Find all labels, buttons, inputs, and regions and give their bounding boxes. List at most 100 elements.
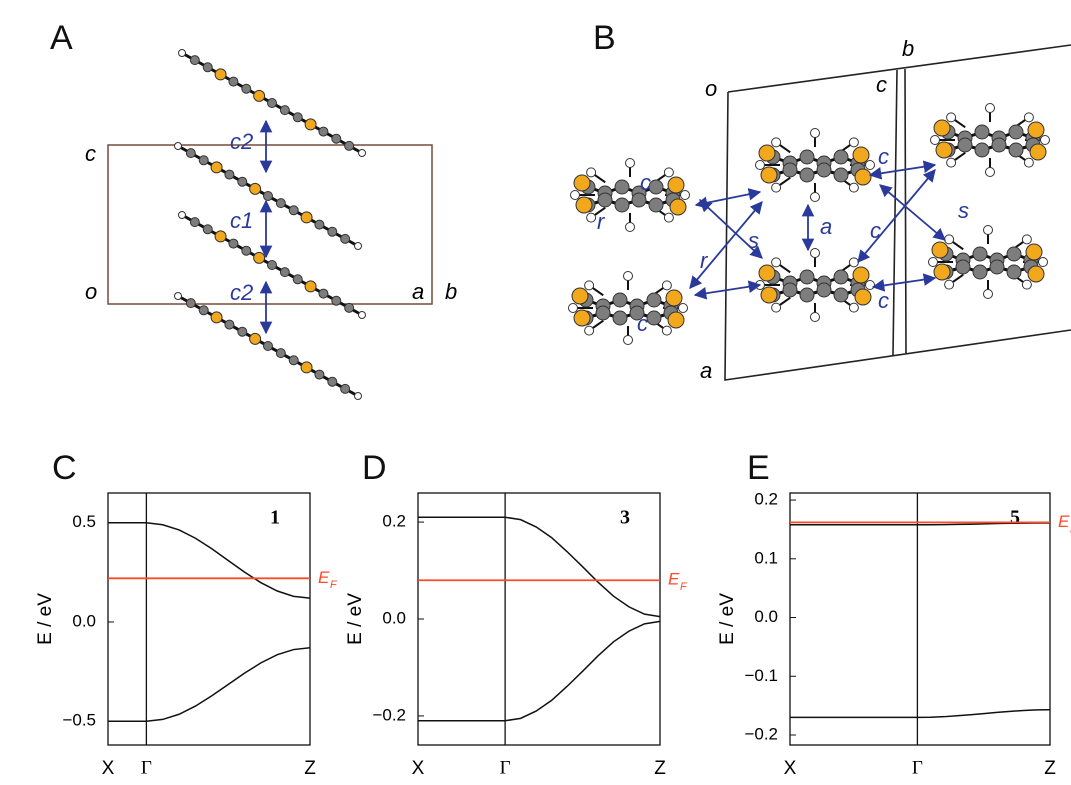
atom bbox=[936, 142, 952, 158]
atom bbox=[572, 288, 588, 304]
atom bbox=[1007, 247, 1021, 261]
unit-cell bbox=[108, 145, 432, 304]
atom bbox=[1009, 125, 1023, 139]
atom bbox=[203, 63, 212, 72]
atom bbox=[647, 293, 661, 307]
atom bbox=[587, 213, 596, 222]
atom bbox=[211, 312, 222, 323]
atom bbox=[355, 243, 362, 250]
y-tick-label: −0.2 bbox=[372, 705, 406, 724]
atom bbox=[328, 377, 337, 386]
atom bbox=[662, 326, 671, 335]
atom bbox=[945, 280, 954, 289]
atom bbox=[649, 198, 663, 212]
fermi-label: E bbox=[318, 568, 330, 587]
atom bbox=[626, 223, 635, 232]
plot-frame bbox=[108, 493, 310, 745]
atom bbox=[834, 270, 848, 284]
contact-label: r bbox=[700, 248, 709, 273]
atom bbox=[229, 239, 238, 248]
atom bbox=[647, 311, 661, 325]
atom bbox=[305, 281, 316, 292]
atom bbox=[276, 349, 285, 358]
atom bbox=[280, 106, 289, 115]
atom bbox=[756, 161, 765, 170]
contact-arrow bbox=[695, 285, 760, 295]
atom bbox=[990, 260, 1004, 274]
y-tick-label: 0.0 bbox=[72, 611, 96, 630]
atom bbox=[268, 261, 277, 270]
atom bbox=[800, 288, 814, 302]
atom bbox=[276, 199, 285, 208]
contact-label: c bbox=[878, 288, 889, 313]
atom bbox=[624, 336, 633, 345]
contact-arrow bbox=[696, 192, 760, 205]
atom bbox=[341, 384, 350, 393]
x-tick-label: Z bbox=[304, 758, 316, 779]
atom bbox=[761, 167, 777, 183]
atom bbox=[772, 183, 781, 192]
y-axis-label: E / eV bbox=[345, 593, 366, 645]
atom bbox=[254, 90, 265, 101]
atom bbox=[947, 158, 956, 167]
cell-b bbox=[725, 45, 1071, 380]
atom bbox=[800, 270, 814, 284]
plot-frame bbox=[418, 493, 660, 745]
atom bbox=[225, 320, 234, 329]
contact-label: a bbox=[820, 214, 832, 239]
axis-label: c bbox=[85, 141, 96, 166]
atom bbox=[984, 290, 993, 299]
y-tick-label: 0.2 bbox=[382, 512, 406, 531]
atom bbox=[175, 293, 182, 300]
atom bbox=[242, 84, 251, 93]
atom bbox=[332, 296, 341, 305]
atom bbox=[811, 249, 820, 258]
atom bbox=[1039, 258, 1048, 267]
annotation: 5 bbox=[1010, 507, 1020, 529]
atom bbox=[264, 342, 273, 351]
atom bbox=[626, 159, 635, 168]
y-tick-label: 0.2 bbox=[754, 490, 778, 509]
atom bbox=[853, 147, 869, 163]
x-tick-label: X bbox=[784, 758, 797, 779]
y-axis-label: E / eV bbox=[717, 593, 738, 645]
atom bbox=[319, 289, 328, 298]
contact-label: c bbox=[870, 218, 881, 243]
fermi-subscript: F bbox=[680, 581, 688, 593]
atom bbox=[250, 333, 261, 344]
atom bbox=[268, 99, 277, 108]
atom bbox=[571, 191, 580, 200]
atom bbox=[761, 287, 777, 303]
x-tick-label: Z bbox=[1044, 758, 1056, 779]
atom bbox=[849, 138, 858, 147]
y-tick-label: −0.1 bbox=[744, 666, 778, 685]
atom bbox=[834, 288, 848, 302]
atom bbox=[355, 393, 362, 400]
atom bbox=[759, 265, 775, 281]
atom bbox=[783, 283, 797, 297]
atom bbox=[975, 143, 989, 157]
atom bbox=[849, 258, 858, 267]
x-tick-label: Z bbox=[654, 758, 666, 779]
atom bbox=[1028, 266, 1044, 282]
atom bbox=[264, 192, 273, 201]
atom bbox=[772, 138, 781, 147]
atom bbox=[668, 177, 684, 193]
atom bbox=[662, 281, 671, 290]
contact-label: c2 bbox=[230, 129, 253, 154]
atom bbox=[332, 134, 341, 143]
contact-arrow bbox=[873, 278, 935, 287]
atom bbox=[834, 168, 848, 182]
atom bbox=[319, 127, 328, 136]
atom bbox=[811, 129, 820, 138]
atom bbox=[179, 212, 186, 219]
atom bbox=[958, 138, 972, 152]
atom bbox=[345, 141, 354, 150]
atom bbox=[800, 168, 814, 182]
atom bbox=[186, 149, 195, 158]
atom bbox=[945, 235, 954, 244]
panel-label: C bbox=[52, 449, 77, 487]
plot-frame bbox=[790, 493, 1050, 745]
y-tick-label: 0.1 bbox=[754, 548, 778, 567]
contact-label: s bbox=[748, 228, 759, 253]
